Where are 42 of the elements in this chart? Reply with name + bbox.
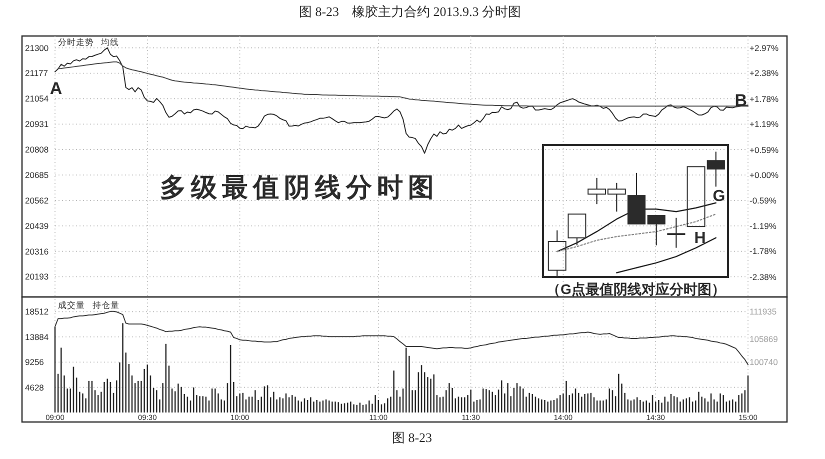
- candlestick: [647, 214, 666, 246]
- chart-title: 图 8-23 橡胶主力合约 2013.9.3 分时图: [298, 4, 522, 19]
- y-tick-label: 13884: [25, 332, 49, 342]
- y-tick-label: 4628: [25, 382, 44, 392]
- y-tick-label: 21300: [25, 42, 49, 53]
- y2-tick-label: +1.19%: [750, 119, 780, 130]
- y2-tick-label: +2.38%: [750, 68, 780, 78]
- caption: 图 8-23: [392, 430, 432, 445]
- y-tick-label: 20808: [25, 144, 49, 155]
- y-tick-label: 20316: [25, 246, 49, 256]
- y2-tick-label: +0.59%: [750, 144, 780, 155]
- text: （G点最值阴线对应分时图）: [546, 281, 726, 297]
- line-series: [54, 310, 748, 366]
- candlestick: [667, 217, 686, 248]
- y2-tick-label: 105869: [750, 334, 778, 344]
- annotation: G: [712, 188, 726, 205]
- annotation: H: [694, 230, 706, 247]
- series-label: 持仓量: [92, 300, 120, 310]
- y2-tick-label: -1.78%: [750, 246, 777, 256]
- y2-tick-label: +1.78%: [750, 94, 780, 104]
- y-tick-label: 20193: [25, 272, 49, 282]
- y-tick-label: 21054: [25, 94, 49, 104]
- text: 成交量: [58, 300, 85, 310]
- y2-tick-label: +2.97%: [750, 42, 780, 53]
- y-tick-label: 20439: [25, 220, 49, 231]
- annotation: 多级最值阴线分时图: [160, 172, 439, 202]
- y-tick-label: 20562: [25, 195, 49, 206]
- y2-tick-label: -1.19%: [750, 220, 777, 231]
- y-tick-label: 18512: [25, 306, 49, 317]
- annotation: B: [734, 91, 747, 110]
- y2-tick-label: 111935: [750, 306, 777, 317]
- y-tick-label: 21177: [25, 68, 48, 78]
- y-tick-label: 20685: [25, 170, 49, 180]
- annotation: A: [50, 78, 62, 98]
- y2-tick-label: -0.59%: [750, 195, 777, 206]
- series-label: 分时走势: [58, 37, 94, 47]
- y2-tick-label: -2.38%: [750, 272, 777, 282]
- y-tick-label: 20931: [25, 119, 49, 130]
- y-tick-label: 9256: [25, 357, 44, 368]
- series-label: 均线: [100, 37, 119, 47]
- y2-tick-label: +0.00%: [750, 170, 780, 180]
- y2-tick-label: 100740: [750, 357, 778, 368]
